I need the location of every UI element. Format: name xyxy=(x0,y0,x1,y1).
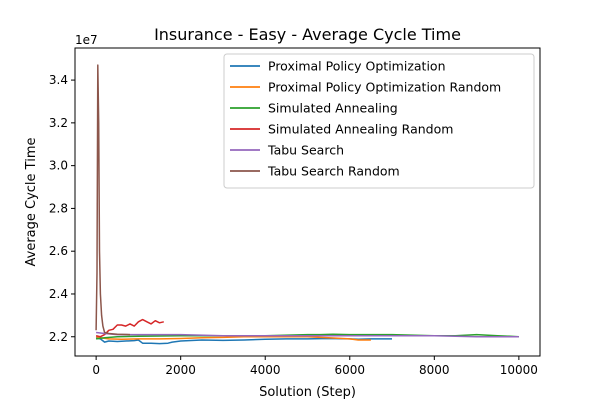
x-tick-label: 10000 xyxy=(500,363,538,377)
y-offset-label: 1e7 xyxy=(75,33,98,47)
legend-label: Proximal Policy Optimization xyxy=(268,59,446,74)
series-line-4 xyxy=(95,318,164,338)
x-tick-label: 2000 xyxy=(165,363,196,377)
legend-label: Tabu Search Random xyxy=(267,164,400,179)
y-tick-label: 2.4 xyxy=(49,287,68,301)
series-layer xyxy=(95,64,519,345)
y-tick-label: 3.2 xyxy=(49,116,68,130)
x-tick-label: 0 xyxy=(92,363,100,377)
x-tick-label: 6000 xyxy=(334,363,365,377)
series-line-6 xyxy=(95,64,131,336)
legend-label: Simulated Annealing xyxy=(268,101,398,116)
legend-label: Proximal Policy Optimization Random xyxy=(268,80,501,95)
y-tick-label: 2.6 xyxy=(49,244,68,258)
series-line-2 xyxy=(95,335,371,341)
chart-title: Insurance - Easy - Average Cycle Time xyxy=(154,25,461,44)
y-axis: 2.2 2.4 2.6 2.8 3.0 3.2 3.4 xyxy=(49,73,75,344)
y-tick-label: 2.8 xyxy=(49,201,68,215)
series-line-3 xyxy=(96,333,519,340)
x-axis: 0 2000 4000 6000 8000 10000 xyxy=(92,356,538,377)
legend: Proximal Policy Optimization Proximal Pol… xyxy=(223,53,535,189)
x-tick-label: 8000 xyxy=(419,363,450,377)
legend-label: Tabu Search xyxy=(267,143,344,158)
y-tick-label: 3.0 xyxy=(49,159,68,173)
x-tick-label: 4000 xyxy=(250,363,281,377)
y-axis-label: Average Cycle Time xyxy=(24,138,39,267)
x-axis-label: Solution (Step) xyxy=(259,385,356,400)
y-tick-label: 3.4 xyxy=(49,73,68,87)
plot-area-frame xyxy=(74,47,541,357)
y-tick-label: 2.2 xyxy=(49,330,68,344)
legend-box xyxy=(223,53,535,189)
legend-label: Simulated Annealing Random xyxy=(268,122,453,137)
